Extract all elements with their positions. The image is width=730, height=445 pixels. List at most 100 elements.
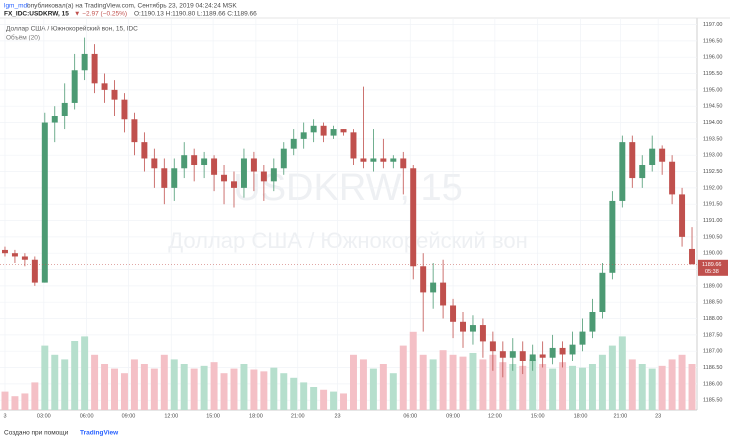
volume-bar xyxy=(618,336,626,410)
candle-body xyxy=(549,347,556,358)
volume-bar xyxy=(539,364,547,410)
candle-body xyxy=(629,142,636,179)
candle-body xyxy=(11,253,18,257)
candle-body xyxy=(71,70,78,103)
x-tick-label: 3 xyxy=(3,413,6,419)
volume-bar xyxy=(31,382,39,410)
y-tick-label: 1186.00 xyxy=(703,381,722,387)
marks xyxy=(0,37,697,410)
volume-bar xyxy=(270,367,278,410)
volume-bar xyxy=(588,364,596,410)
volume-bar xyxy=(230,368,238,410)
volume-bar xyxy=(81,336,89,410)
volume-bar xyxy=(499,362,507,410)
candle-body xyxy=(221,174,228,182)
volume-bar xyxy=(628,359,636,410)
chart-title: Доллар США / Южнокорейский вон, 15, IDC xyxy=(6,25,138,33)
volume-bar xyxy=(678,354,686,410)
last-price-box xyxy=(698,259,728,276)
candle-body xyxy=(280,148,287,169)
candle-body xyxy=(1,249,8,254)
candle-body xyxy=(181,155,188,169)
candle-body xyxy=(91,53,98,84)
candle-body xyxy=(679,194,686,237)
volume-bar xyxy=(61,359,69,410)
volume-bar xyxy=(120,373,128,410)
volume-bar xyxy=(569,365,577,410)
candle-body xyxy=(569,344,576,355)
candle-body xyxy=(579,331,586,345)
candle-body xyxy=(519,351,526,361)
candle-body xyxy=(400,158,407,169)
x-tick-label: 09:00 xyxy=(122,413,136,419)
volume-bar xyxy=(150,368,158,410)
x-tick-label: 12:00 xyxy=(164,413,178,419)
volume-bar xyxy=(608,345,616,410)
volume-bar xyxy=(130,359,138,410)
candle-body xyxy=(529,354,536,361)
volume-bar xyxy=(170,359,178,410)
volume-bar xyxy=(648,368,656,410)
candle-body xyxy=(141,142,148,159)
candle-body xyxy=(340,129,347,133)
volume-bar xyxy=(71,341,79,410)
volume-bar xyxy=(111,368,118,410)
candle-body xyxy=(509,351,516,358)
ohlc: O:1190.13 H:1190.80 L:1189.66 C:1189.66 xyxy=(134,11,257,18)
volume-bar xyxy=(240,364,248,410)
candle-body xyxy=(290,138,297,149)
candle-body xyxy=(649,148,656,165)
volume-bar xyxy=(300,382,308,410)
volume-bar xyxy=(310,387,318,410)
volume-bar xyxy=(489,354,497,410)
volume-bar xyxy=(359,359,367,410)
volume-bar xyxy=(668,359,676,410)
candle-body xyxy=(21,256,28,260)
x-tick-label: 06:00 xyxy=(80,413,94,419)
candle-body xyxy=(61,102,68,116)
x-tick-label: 09:00 xyxy=(446,413,460,419)
volume-bar xyxy=(349,354,357,410)
volume-bar xyxy=(160,354,168,410)
candle-body xyxy=(669,161,676,195)
candle-body xyxy=(231,181,237,188)
published: опубликовал(а) на TradingView.com, Сентя… xyxy=(27,2,237,10)
candle-body xyxy=(440,282,447,306)
candle-body xyxy=(240,158,247,188)
candle-body xyxy=(211,158,218,175)
y-tick-label: 1194.00 xyxy=(703,120,722,126)
volume-bar xyxy=(250,369,258,410)
candle-body xyxy=(121,99,128,120)
candle-body xyxy=(380,158,387,162)
x-tick-label: 15:00 xyxy=(206,413,220,419)
x-tick-label: 18:00 xyxy=(249,413,263,419)
watermark-name: Доллар США / Южнокорейский вон xyxy=(168,228,528,253)
volume-bar xyxy=(41,345,49,410)
volume-bar xyxy=(180,364,188,410)
volume-bar xyxy=(21,393,29,410)
volume-bar xyxy=(419,354,427,410)
volume-bar xyxy=(559,362,567,410)
y-tick-label: 1193.50 xyxy=(703,136,722,142)
candle-body xyxy=(201,158,208,165)
volume-bar xyxy=(280,373,288,410)
candle-body xyxy=(559,347,566,355)
candle-body xyxy=(111,89,118,100)
candle-body xyxy=(191,155,198,165)
y-tick-label: 1186.50 xyxy=(703,365,722,371)
candle-body xyxy=(161,168,168,188)
volume-bar xyxy=(101,364,109,410)
candle-body xyxy=(250,158,257,172)
y-tick-label: 1185.50 xyxy=(703,398,722,404)
candle-body xyxy=(539,354,546,358)
candle-body xyxy=(370,158,377,162)
candle-body xyxy=(689,248,696,265)
y-tick-label: 1190.00 xyxy=(703,251,722,257)
last-price-label: 1189.66 xyxy=(702,262,721,268)
x-tick-label: 12:00 xyxy=(488,413,502,419)
candle-body xyxy=(320,125,327,136)
author: lgm_mdl xyxy=(4,3,29,10)
y-tick-label: 1194.50 xyxy=(703,104,722,110)
volume-bar xyxy=(260,371,268,410)
